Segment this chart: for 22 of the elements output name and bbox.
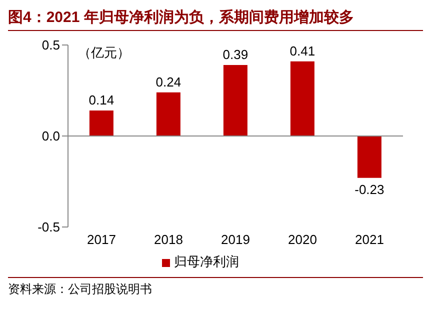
chart-title: 图4：2021 年归母净利润为负，系期间费用增加较多 bbox=[8, 8, 423, 31]
x-tick-label: 2017 bbox=[87, 232, 116, 248]
x-tick-label: 2020 bbox=[288, 232, 317, 248]
bar bbox=[156, 92, 180, 136]
bar bbox=[357, 136, 382, 178]
y-tick-label: 0.0 bbox=[42, 128, 60, 144]
x-tick-label: 2019 bbox=[221, 232, 250, 248]
data-label: 0.14 bbox=[88, 92, 114, 108]
bar bbox=[290, 61, 314, 136]
data-label: 0.24 bbox=[156, 74, 182, 90]
legend-label: 归母净利润 bbox=[174, 254, 239, 269]
y-axis-title: （亿元） bbox=[78, 44, 130, 62]
x-tick-label: 2021 bbox=[355, 232, 384, 248]
data-label: -0.23 bbox=[354, 182, 384, 197]
bar bbox=[223, 65, 248, 136]
y-tick-label: 0.5 bbox=[42, 38, 60, 53]
data-label: 0.41 bbox=[290, 43, 316, 58]
text: 资料来源：公司招股说明书 bbox=[8, 281, 153, 298]
bar bbox=[89, 110, 114, 136]
y-tick-label: -0.5 bbox=[38, 220, 60, 235]
data-label: 0.39 bbox=[222, 47, 248, 62]
x-tick-label: 2018 bbox=[154, 232, 183, 248]
